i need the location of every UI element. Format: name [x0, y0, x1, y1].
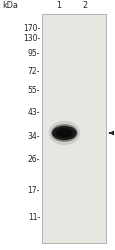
- Bar: [41, 14, 105, 243]
- Ellipse shape: [52, 126, 75, 140]
- Text: 55-: 55-: [27, 86, 40, 95]
- Text: 2: 2: [82, 1, 87, 10]
- Text: 34-: 34-: [27, 132, 40, 141]
- Text: 11-: 11-: [27, 213, 40, 222]
- Text: 170-: 170-: [23, 24, 40, 33]
- Text: 26-: 26-: [27, 155, 40, 164]
- Ellipse shape: [49, 122, 79, 144]
- Text: 72-: 72-: [27, 66, 40, 76]
- Text: kDa: kDa: [2, 1, 18, 10]
- Text: 43-: 43-: [27, 108, 40, 117]
- Text: 130-: 130-: [23, 34, 40, 42]
- Ellipse shape: [56, 129, 71, 137]
- Text: 17-: 17-: [27, 186, 40, 195]
- Text: 1: 1: [56, 1, 61, 10]
- Text: 95-: 95-: [27, 49, 40, 58]
- Ellipse shape: [51, 125, 76, 141]
